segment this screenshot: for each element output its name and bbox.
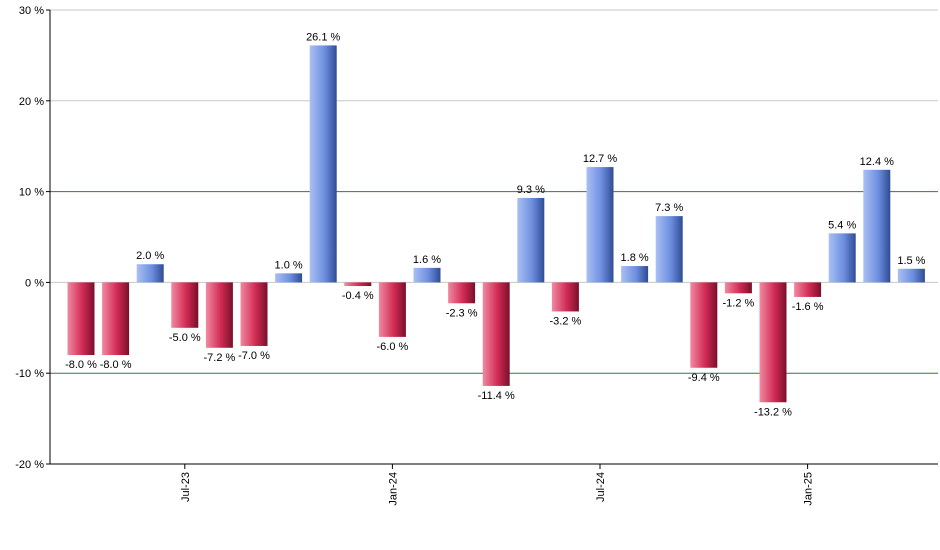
bar (863, 169, 891, 283)
bar (275, 273, 303, 283)
axes (46, 9, 938, 469)
bar-value-label: -6.0 % (377, 341, 409, 353)
bar-value-label: 12.7 % (583, 153, 617, 165)
bar (102, 282, 130, 356)
bar-value-label: 12.4 % (860, 156, 894, 168)
bars (67, 45, 925, 403)
bar-value-label: -8.0 % (100, 359, 132, 371)
bar-value-label: 1.8 % (621, 252, 649, 264)
bar-value-label: 5.4 % (828, 219, 856, 231)
bar (136, 264, 164, 283)
bar (517, 197, 545, 283)
bar (621, 266, 649, 283)
y-tick-label: 0 % (25, 277, 44, 289)
y-tick-label: 10 % (19, 187, 44, 199)
y-tick-label: 30 % (19, 5, 44, 17)
bar (828, 233, 856, 283)
x-tick-label: Jan-25 (803, 472, 815, 506)
y-tick-label: -10 % (15, 368, 44, 380)
bar (586, 167, 614, 283)
bar-value-label: -7.2 % (204, 352, 236, 364)
bar (240, 282, 268, 346)
x-tick-label: Jan-24 (387, 472, 399, 506)
bar (205, 282, 233, 348)
bar-value-label: -13.2 % (754, 406, 792, 418)
labels: -20 % -10 % 0 % 10 % 20 % 30 % Jul-23 Jan-24 Jul… (15, 5, 925, 506)
bar (794, 282, 822, 297)
bar (448, 282, 476, 304)
x-tick-label: Jul-24 (595, 472, 607, 502)
bar (344, 282, 372, 287)
bar-value-label: 2.0 % (136, 250, 164, 262)
bar-value-label: -1.2 % (723, 297, 755, 309)
bar (690, 282, 718, 368)
bar (655, 216, 683, 283)
bar-value-label: 1.0 % (275, 259, 303, 271)
bar-value-label: -11.4 % (478, 390, 515, 402)
bar-value-label: -0.4 % (342, 290, 374, 302)
y-tick-label: -20 % (15, 459, 44, 471)
bar (171, 282, 199, 328)
bar (724, 282, 752, 294)
bar-value-label: 1.5 % (897, 255, 925, 267)
bar-value-label: 7.3 % (655, 202, 683, 214)
bar (67, 282, 95, 356)
bar (897, 268, 925, 283)
bar (309, 45, 337, 283)
bar-value-label: 9.3 % (517, 184, 545, 196)
grid-layer (50, 9, 938, 283)
bar-value-label: -5.0 % (169, 332, 201, 344)
bar-value-label: -9.4 % (688, 372, 720, 384)
bar-value-label: -1.6 % (792, 301, 824, 313)
x-tick-label: Jul-23 (180, 472, 192, 502)
bar (378, 282, 406, 337)
bar (551, 282, 579, 312)
bar (482, 282, 510, 386)
bar-value-label: -7.0 % (238, 350, 270, 362)
bar-value-label: -3.2 % (550, 315, 582, 327)
bar-value-label: 1.6 % (413, 254, 441, 266)
y-tick-label: 20 % (19, 96, 44, 108)
bar (413, 267, 441, 283)
bar-value-label: 26.1 % (306, 31, 340, 43)
bar-value-label: -8.0 % (65, 359, 97, 371)
bar-value-label: -2.3 % (446, 307, 478, 319)
bar (759, 282, 787, 403)
